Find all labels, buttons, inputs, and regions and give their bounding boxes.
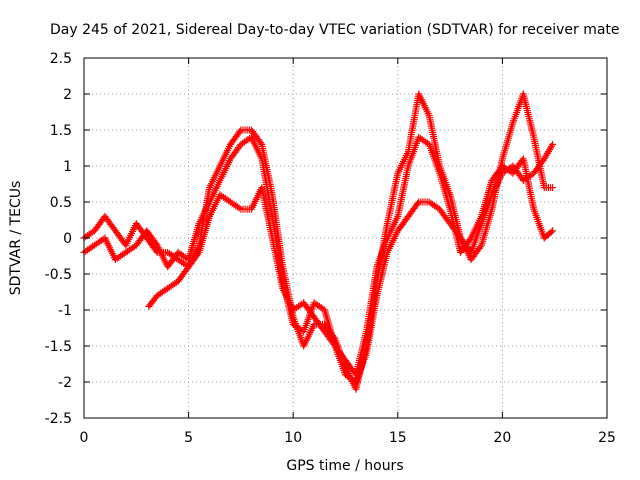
data-point-marker [549,227,557,235]
data-point-marker [549,184,557,192]
x-tick-label: 20 [493,430,511,446]
series-trace-3 [145,140,557,386]
y-tick-label: 2.5 [50,51,72,67]
y-tick-label: -1.5 [45,339,72,355]
y-tick-label: 1.5 [50,123,72,139]
x-tick-label: 0 [80,430,89,446]
x-tick-label: 10 [284,430,302,446]
y-tick-label: -2.5 [45,411,72,427]
chart-title: Day 245 of 2021, Sidereal Day-to-day VTE… [50,22,620,38]
y-tick-label: -2 [58,375,72,391]
data-point-marker [236,128,244,136]
data-point-marker [330,340,338,348]
data-point-marker [152,240,160,248]
x-tick-label: 15 [389,430,407,446]
y-tick-label: 1 [63,159,72,175]
data-markers [80,90,557,393]
data-point-marker [547,228,555,236]
y-tick-label: 0 [63,231,72,247]
y-axis-label: SDTVAR / TECUs [8,181,24,296]
data-point-marker [414,200,422,208]
y-tick-label: 2 [63,87,72,103]
y-tick-label: -0.5 [45,267,72,283]
x-tick-label: 5 [184,430,193,446]
data-point-marker [194,250,202,258]
data-point-marker [257,139,265,147]
data-point-marker [549,140,557,148]
data-point-marker [476,243,484,251]
x-axis-label: GPS time / hours [286,458,403,474]
y-tick-label: 0.5 [50,195,72,211]
y-tick-labels: -2.5 -2 -1.5 -1 -0.5 0 0.5 1 1.5 2 2.5 [45,51,72,427]
y-tick-label: -1 [58,303,72,319]
series-trace-2 [80,133,557,379]
axis-ticks [83,57,608,419]
grid-lines [84,58,607,418]
x-tick-labels: 0 5 10 15 20 25 [80,430,616,446]
x-tick-label: 25 [598,430,616,446]
